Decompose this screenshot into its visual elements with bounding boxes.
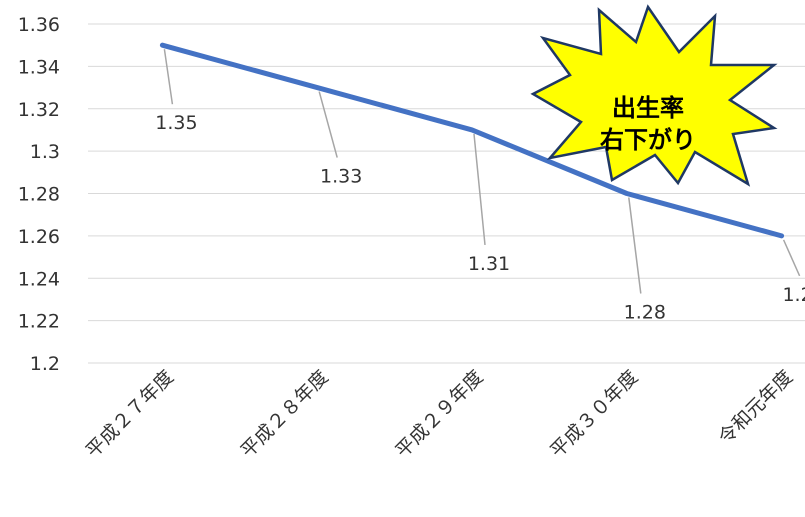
burst-shape (530, 4, 778, 187)
y-tick-label: 1.36 (18, 14, 60, 36)
leader-line (163, 49, 174, 105)
data-point (470, 128, 474, 132)
y-tick-label: 1.34 (18, 56, 60, 78)
leader-line (782, 239, 801, 277)
x-category-label: 平成３０年度 (546, 366, 642, 462)
data-point (160, 43, 164, 47)
callout-line1: 出生率 (612, 94, 684, 122)
y-tick-label: 1.2 (30, 353, 60, 375)
data-point (625, 192, 629, 195)
data-label: 1.33 (320, 166, 362, 188)
data-label: 1.26 (782, 284, 805, 306)
x-category-label: 令和元年度 (714, 366, 797, 449)
data-label-leaders (163, 49, 801, 294)
series-line-group (159, 42, 785, 239)
y-axis: 1.2 1.22 1.24 1.26 1.28 1.3 1.32 1.34 1.36 (18, 14, 60, 375)
data-label: 1.31 (468, 253, 510, 275)
x-axis: 平成２７年度 平成２８年度 平成２９年度 平成３０年度 令和元年度 (82, 366, 797, 462)
y-tick-label: 1.3 (30, 141, 60, 163)
callout-burst: 出生率 右下がり (530, 4, 778, 187)
data-point (315, 86, 319, 90)
data-label: 1.35 (155, 112, 197, 134)
data-labels: 1.35 1.33 1.31 1.28 1.26 (155, 112, 805, 323)
y-tick-label: 1.32 (18, 99, 60, 121)
x-category-label: 平成２９年度 (391, 366, 487, 462)
y-tick-label: 1.26 (18, 226, 60, 248)
y-tick-label: 1.22 (18, 311, 60, 333)
leader-line (628, 197, 642, 294)
leader-line (473, 133, 486, 246)
y-tick-label: 1.28 (18, 184, 60, 206)
gridlines (88, 23, 805, 364)
x-category-label: 平成２８年度 (237, 366, 333, 462)
callout-line2: 右下がり (600, 126, 696, 154)
x-category-label: 平成２７年度 (82, 366, 178, 462)
y-tick-label: 1.24 (18, 268, 60, 290)
leader-line (318, 91, 338, 158)
data-label: 1.28 (624, 302, 666, 324)
data-point (780, 234, 784, 238)
